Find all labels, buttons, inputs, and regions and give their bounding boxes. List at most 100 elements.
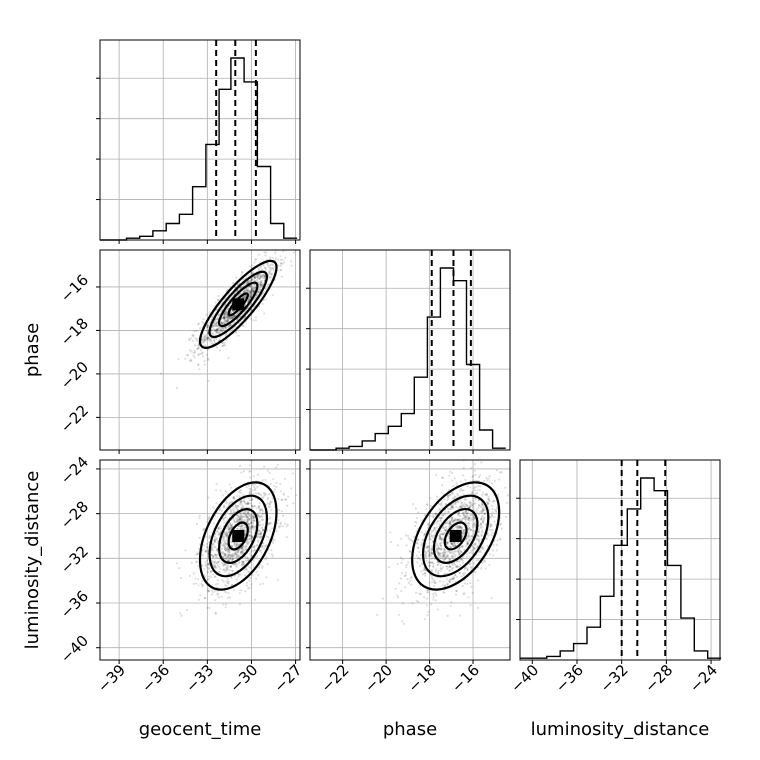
scatter-point	[213, 329, 216, 332]
scatter-point	[428, 554, 431, 557]
scatter-point	[429, 514, 432, 517]
scatter-point	[217, 326, 220, 329]
scatter-point	[231, 558, 234, 561]
scatter-point	[485, 493, 488, 497]
scatter-point	[264, 254, 267, 257]
scatter-point	[256, 276, 259, 279]
scatter-point	[215, 548, 218, 551]
scatter-point	[257, 253, 261, 256]
scatter-point	[438, 534, 441, 537]
scatter-point	[207, 326, 210, 329]
scatter-point	[211, 325, 214, 328]
scatter-point	[466, 582, 469, 585]
scatter-point	[237, 549, 240, 552]
scatter-point	[210, 575, 213, 579]
scatter-point	[253, 598, 257, 601]
scatter-point	[477, 513, 481, 516]
scatter-point	[197, 344, 200, 347]
scatter-point	[246, 520, 249, 523]
scatter-point	[451, 577, 454, 580]
scatter-point	[244, 555, 247, 559]
scatter-point	[257, 532, 260, 535]
histogram-bar	[667, 565, 680, 660]
scatter-point	[218, 528, 221, 531]
scatter-point	[488, 499, 491, 502]
scatter-point	[243, 563, 246, 566]
scatter-point	[427, 555, 430, 558]
scatter-point	[474, 571, 477, 574]
scatter-point	[259, 283, 262, 286]
scatter-point	[455, 482, 458, 485]
scatter-point	[255, 278, 258, 281]
scatter-point	[247, 288, 250, 292]
scatter-point	[478, 489, 481, 492]
scatter-point	[434, 568, 437, 571]
scatter-point	[218, 560, 221, 563]
scatter-point	[495, 543, 498, 547]
scatter-point	[477, 499, 480, 502]
scatter-point	[430, 530, 433, 533]
scatter-point	[216, 328, 219, 331]
scatter-point	[232, 553, 235, 556]
scatter-point	[404, 571, 407, 574]
scatter-point	[453, 577, 456, 580]
scatter-point	[250, 528, 253, 531]
scatter-point	[253, 549, 256, 552]
x-tick-label: −28	[641, 661, 676, 696]
scatter-point	[253, 483, 256, 486]
scatter-point	[482, 506, 485, 509]
scatter-point	[432, 579, 435, 582]
scatter-point	[215, 511, 219, 515]
scatter-point	[479, 549, 482, 552]
scatter-point	[247, 522, 250, 526]
scatter-point	[225, 319, 228, 322]
scatter-point	[466, 504, 469, 507]
scatter-point	[239, 517, 242, 520]
scatter-point	[254, 526, 257, 529]
scatter-point	[241, 550, 244, 553]
scatter-point	[255, 293, 259, 296]
scatter-point	[481, 520, 484, 523]
scatter-point	[401, 558, 404, 561]
scatter-point	[228, 550, 231, 553]
scatter-point	[203, 335, 206, 338]
scatter-point	[229, 553, 232, 556]
scatter-point	[521, 490, 523, 492]
scatter-points	[175, 460, 298, 617]
scatter-point	[250, 505, 254, 508]
scatter-point	[446, 541, 449, 544]
scatter-point	[260, 545, 264, 548]
scatter-point	[424, 553, 427, 556]
scatter-point	[199, 348, 203, 351]
scatter-point	[452, 541, 455, 544]
scatter-point	[456, 565, 459, 568]
scatter-point	[258, 277, 261, 280]
scatter-point	[452, 552, 456, 556]
scatter-point	[207, 590, 210, 593]
scatter-point	[491, 531, 494, 535]
scatter-point	[464, 505, 467, 509]
scatter-point	[220, 326, 223, 329]
scatter-point	[246, 542, 249, 545]
scatter-point	[199, 327, 202, 330]
scatter-point	[247, 519, 250, 523]
scatter-point	[462, 511, 465, 514]
scatter-point	[216, 328, 219, 331]
scatter-point	[479, 522, 482, 526]
scatter-point	[469, 604, 472, 607]
scatter-point	[460, 528, 463, 531]
scatter-point	[280, 275, 284, 278]
scatter-point	[415, 591, 418, 594]
scatter-point	[472, 499, 475, 502]
scatter-point	[244, 590, 247, 593]
scatter-point	[253, 276, 256, 279]
scatter-point	[459, 498, 462, 501]
scatter-point	[251, 264, 254, 267]
scatter-point	[268, 503, 271, 506]
scatter-point	[229, 541, 232, 544]
scatter-point	[262, 264, 265, 267]
scatter-point	[252, 319, 255, 322]
scatter-point	[261, 276, 264, 279]
scatter-point	[211, 542, 214, 545]
scatter-point	[225, 502, 228, 505]
